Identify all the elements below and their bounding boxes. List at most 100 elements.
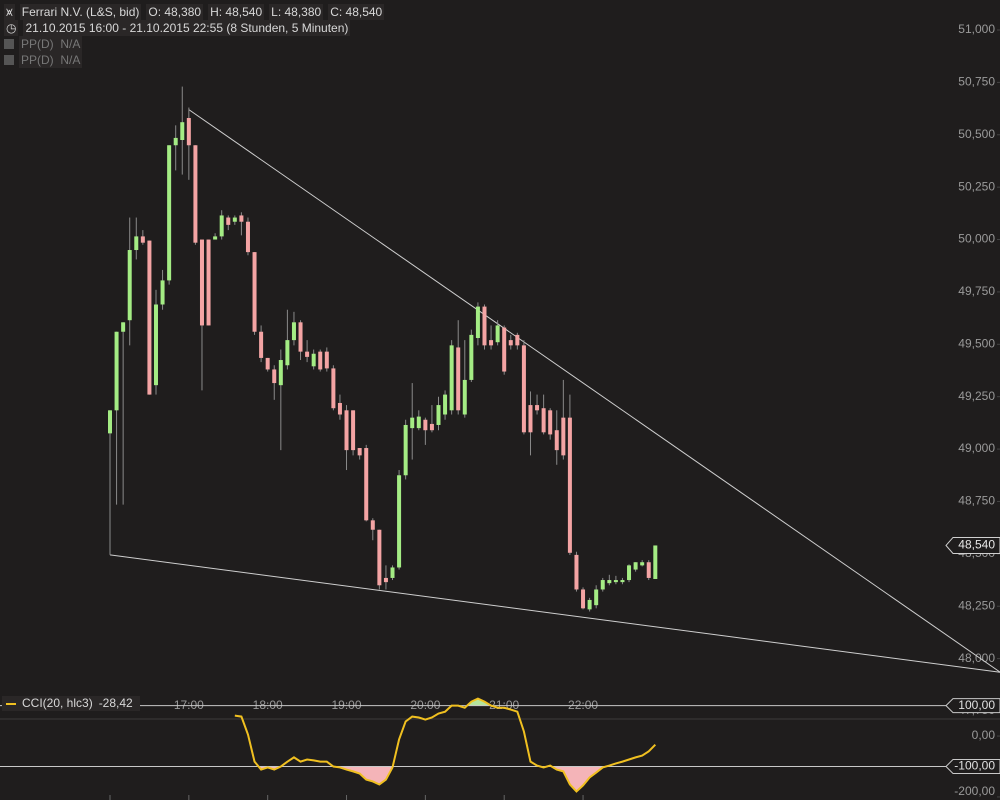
candle-body	[318, 351, 323, 370]
candle-body	[134, 236, 139, 251]
candle-body	[121, 322, 126, 332]
candle-body	[449, 345, 454, 411]
overlay-row[interactable]: PP(D) N/A	[4, 36, 384, 52]
candle-body	[265, 357, 270, 370]
candle-body	[193, 145, 198, 243]
quote: O: 48,380	[146, 4, 204, 20]
candle-body	[324, 351, 329, 369]
candle-body	[357, 448, 362, 456]
quote: C: 48,540	[328, 4, 385, 20]
y-tick-label: 50,000	[958, 232, 995, 246]
candle-body	[370, 520, 375, 530]
candle-body	[239, 215, 244, 222]
overlay-row[interactable]: PP(D) N/A	[4, 52, 384, 68]
candle-body	[108, 410, 112, 434]
candle-body	[436, 405, 441, 425]
checkbox[interactable]	[4, 39, 14, 49]
candle-body	[153, 304, 158, 386]
level-label: -100,00	[954, 759, 995, 773]
y-tick-label: 49,750	[958, 284, 995, 298]
cci-line	[234, 697, 657, 793]
candle-body	[232, 217, 237, 222]
y-tick-label: 51,000	[958, 22, 995, 36]
candle-body	[495, 325, 500, 343]
candle-body	[206, 239, 211, 326]
candle-body	[508, 340, 513, 346]
candle-body	[554, 430, 559, 451]
candle-body	[383, 577, 388, 583]
candle-body	[272, 369, 277, 384]
candle-body	[259, 331, 264, 358]
candle-body	[245, 221, 250, 253]
y-tick-label: 50,750	[958, 75, 995, 89]
candle-body	[127, 250, 132, 321]
candle-body	[397, 475, 402, 568]
candle-body	[305, 351, 310, 357]
candle-body	[646, 562, 651, 578]
candle-body	[344, 410, 349, 451]
instrument: Ferrari N.V. (L&S, bid)	[19, 4, 142, 20]
candle-body	[167, 145, 172, 281]
candle-body	[285, 340, 290, 366]
level-label: 100,00	[958, 698, 995, 712]
candle-body	[390, 567, 395, 578]
candle-body	[199, 239, 204, 326]
candle-body	[416, 416, 421, 429]
y-tick-label: -200,00	[954, 784, 995, 798]
y-tick-label: 49,000	[958, 441, 995, 455]
y-tick-label: 48,000	[958, 651, 995, 665]
quote: H: 48,540	[208, 4, 265, 20]
y-tick-label: 49,500	[958, 336, 995, 350]
candle-body	[574, 554, 579, 590]
candle-body	[620, 580, 625, 583]
candle-body	[311, 353, 316, 367]
header-row: ⩙ Ferrari N.V. (L&S, bid) O: 48,380 H: 48,5…	[4, 4, 385, 20]
legend-bg	[2, 696, 140, 711]
y-tick-label: 50,500	[958, 127, 995, 141]
candle-body	[140, 236, 145, 243]
y-tick-label: 50,250	[958, 179, 995, 193]
y-tick-label: 49,250	[958, 389, 995, 403]
candle-body	[482, 306, 487, 346]
last-price-label: 48,540	[958, 538, 995, 552]
icon: ⩙	[4, 4, 15, 20]
range: 21.10.2015 16:00 - 21.10.2015 22:55 (8 S…	[23, 20, 351, 36]
overlay: PP(D) N/A	[19, 52, 83, 68]
candle-body	[489, 340, 494, 346]
y-tick-label: 0,00	[972, 728, 996, 742]
candle-body	[581, 589, 586, 609]
candle-body	[528, 405, 533, 433]
candle-body	[147, 240, 152, 395]
candle-body	[173, 137, 178, 146]
candle-body	[475, 306, 480, 339]
checkbox[interactable]	[4, 55, 14, 65]
last-price-box	[945, 536, 1000, 554]
candle-body	[337, 402, 342, 415]
candle-body	[226, 217, 231, 225]
candle-body	[298, 322, 303, 352]
trendline	[188, 109, 1000, 673]
y-tick-label: 48,750	[958, 494, 995, 508]
header: ⩙ Ferrari N.V. (L&S, bid) O: 48,380 H: 48,5…	[4, 4, 385, 68]
candle-body	[613, 580, 618, 583]
candle-body	[429, 423, 434, 431]
candle-body	[462, 379, 467, 415]
quote: L: 48,380	[269, 4, 324, 20]
candle-body	[594, 589, 599, 606]
candle-body	[252, 252, 257, 332]
candle-body	[114, 331, 119, 411]
candle-body	[515, 334, 520, 346]
candle-body	[607, 580, 612, 584]
legend-label: CCI(20, hlc3)	[22, 696, 93, 710]
header-row: ◷ 21.10.2015 16:00 - 21.10.2015 22:55 (8 …	[4, 20, 384, 36]
trendline	[109, 554, 1000, 673]
candle-body	[561, 417, 566, 456]
candle-body	[640, 562, 645, 566]
level-box	[945, 759, 1000, 775]
candle-body	[291, 322, 296, 341]
candle-body	[469, 334, 474, 380]
candle-body	[521, 345, 526, 433]
